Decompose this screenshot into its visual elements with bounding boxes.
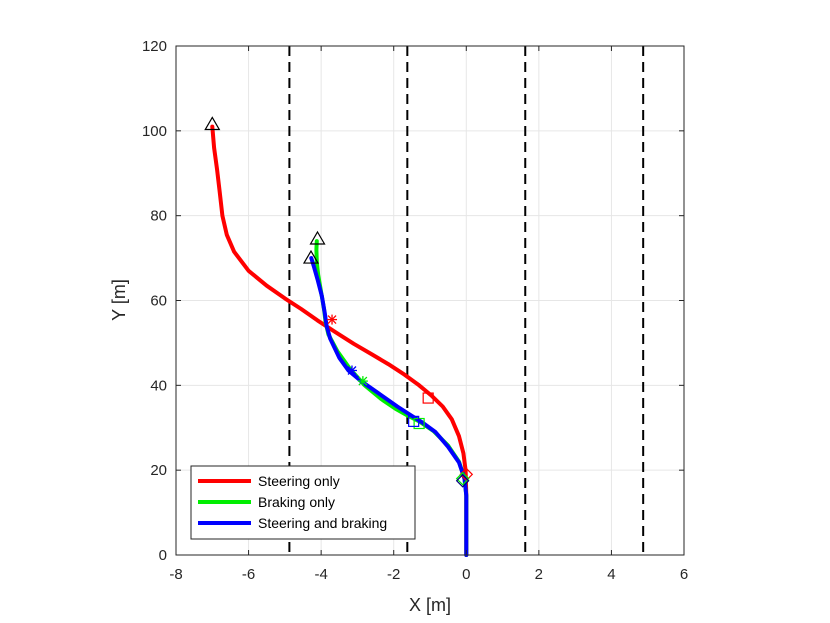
marker-star-stroke [358, 376, 368, 386]
x-axis-label: X [m] [409, 595, 451, 615]
start-marker-triangle [309, 230, 326, 245]
marker-star [327, 314, 338, 325]
y-axis-label: Y [m] [109, 279, 129, 321]
y-tick-label: 100 [142, 123, 167, 140]
marker-square [408, 415, 420, 427]
y-tick-label: 0 [159, 547, 167, 564]
start-marker-triangle [204, 116, 221, 131]
legend-label: Braking only [258, 494, 335, 510]
y-tick-label: 20 [150, 462, 167, 479]
y-tick-label: 40 [150, 377, 167, 394]
y-tick-label: 80 [150, 208, 167, 225]
series-line-steering-only [210, 124, 469, 557]
axis-ticks [175, 45, 685, 556]
x-tick-label: 6 [680, 566, 688, 583]
series-line-steering-and-braking [309, 256, 469, 557]
legend-label: Steering and braking [258, 515, 387, 531]
marker-star [346, 365, 357, 376]
start-marker-triangle [302, 249, 320, 264]
x-tick-label: 2 [535, 566, 543, 583]
x-tick-label: 4 [607, 566, 615, 583]
y-tick-label: 120 [142, 38, 167, 55]
marker-star-stroke [327, 315, 337, 325]
marker-diamond [455, 471, 470, 486]
marker-star-stroke [347, 366, 357, 375]
marker-star [357, 376, 368, 387]
legend: Steering only Braking only Steering and br… [190, 465, 416, 540]
x-tick-label: 0 [462, 566, 470, 583]
x-tick-label: -2 [387, 566, 400, 583]
marker-diamond [455, 473, 470, 488]
marker-square [422, 392, 434, 404]
series-group [210, 124, 469, 557]
markers-group [204, 116, 474, 488]
legend-label: Steering only [258, 473, 340, 489]
x-tick-label: -6 [242, 566, 255, 583]
x-tick-label: -4 [314, 566, 327, 583]
x-tick-label: -8 [169, 566, 182, 583]
y-tick-label: 60 [150, 293, 167, 310]
